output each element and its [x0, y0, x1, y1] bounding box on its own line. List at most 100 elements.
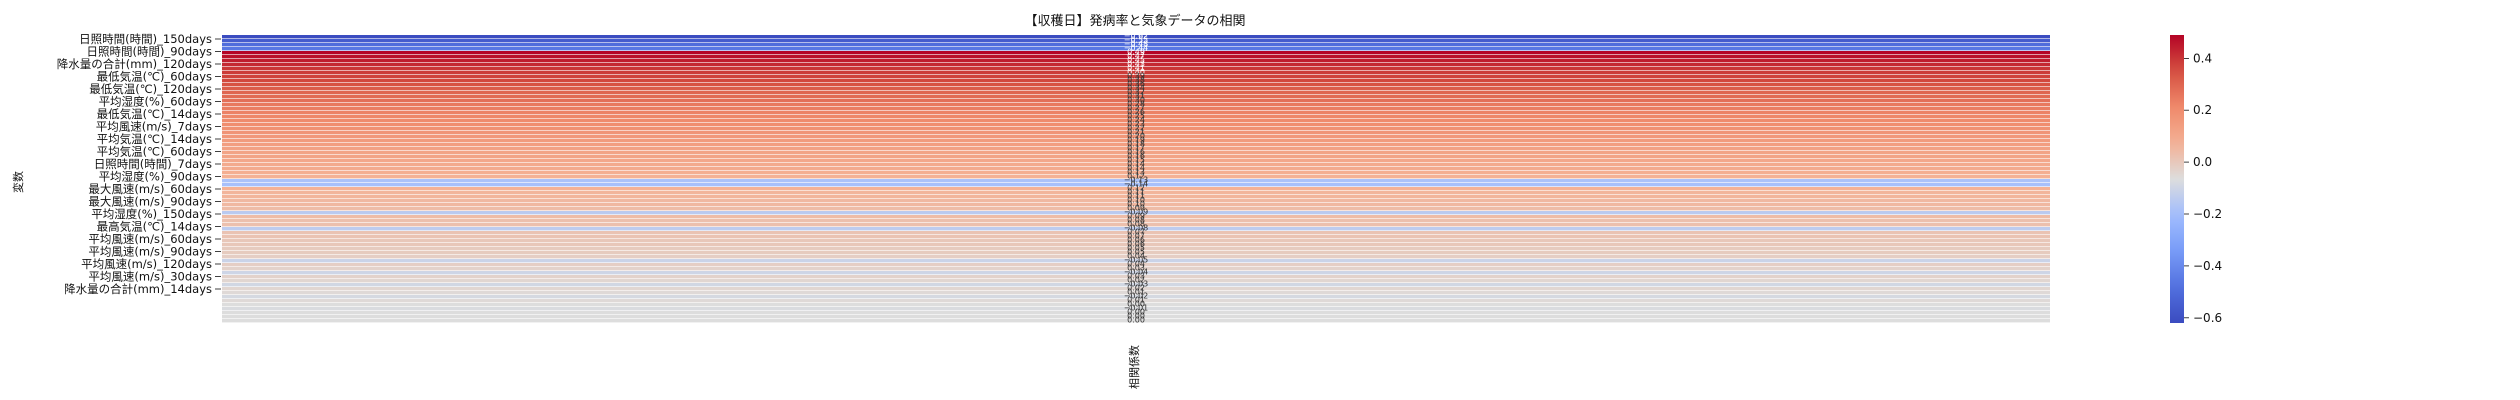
- y-tick-label: 平均湿度(%)_150days: [91, 207, 212, 221]
- heatmap-cell: [222, 47, 2050, 51]
- heatmap-cell: [222, 227, 2050, 231]
- y-tick-label: 降水量の合計(mm)_120days: [57, 57, 212, 71]
- cell-annotation: 0.24: [1127, 115, 1145, 124]
- y-tick-label: 日照時間(時間)_150days: [79, 32, 212, 46]
- cell-annotation: 0.12: [1127, 183, 1145, 192]
- cell-annotation: 0.22: [1127, 123, 1145, 132]
- y-tick-label: 平均風速(m/s)_60days: [88, 232, 212, 246]
- cell-annotation: 0.02: [1127, 283, 1145, 292]
- heatmap-cell: [222, 215, 2050, 219]
- heatmap-cell: [222, 87, 2050, 91]
- heatmap-cell: [222, 295, 2050, 299]
- cell-annotation: 0.06: [1127, 239, 1145, 248]
- cell-annotation: 0.16: [1127, 151, 1145, 160]
- heatmap-cell: [222, 147, 2050, 151]
- cell-annotation: 0.47: [1127, 51, 1145, 60]
- cell-annotation: 0.40: [1127, 67, 1145, 76]
- heatmap-cell: [222, 299, 2050, 303]
- heatmap-cell: [222, 111, 2050, 115]
- y-tick-label: 最大風速(m/s)_90days: [88, 195, 212, 209]
- heatmap-cell: [222, 275, 2050, 279]
- y-tick-label: 平均風速(m/s)_120days: [81, 257, 212, 271]
- heatmap-cell: [222, 159, 2050, 163]
- heatmap-cell: [222, 255, 2050, 259]
- heatmap-cell: [222, 51, 2050, 55]
- y-tick-label: 最低気温(℃)_120days: [89, 82, 212, 96]
- heatmap-cell: [222, 243, 2050, 247]
- y-tick-label: 降水量の合計(mm)_14days: [64, 282, 212, 296]
- cell-annotation: 0.28: [1127, 99, 1145, 108]
- cell-annotation: 0.14: [1127, 159, 1145, 168]
- heatmap-cell: [222, 55, 2050, 59]
- heatmap-cell: [222, 135, 2050, 139]
- heatmap-cell: [222, 267, 2050, 271]
- y-tick-label: 平均湿度(%)_90days: [99, 170, 212, 184]
- cell-annotation: 0.14: [1127, 163, 1145, 172]
- heatmap-cell: [222, 123, 2050, 127]
- cell-annotation: −0.01: [1124, 303, 1149, 312]
- cell-annotation: 0.36: [1127, 79, 1145, 88]
- colorbar-tick-label: −0.4: [2193, 259, 2222, 273]
- cell-annotation: 0.26: [1127, 107, 1145, 116]
- heatmap-cell: [222, 107, 2050, 111]
- heatmap-cell: [222, 279, 2050, 283]
- heatmap-cell: [222, 187, 2050, 191]
- heatmap-cell: [222, 263, 2050, 267]
- heatmap-cell: [222, 103, 2050, 107]
- cell-annotation: 0.05: [1127, 247, 1145, 256]
- cell-annotation: 0.19: [1127, 135, 1145, 144]
- cell-annotation: −0.48: [1124, 39, 1149, 48]
- heatmap-cell: [222, 163, 2050, 167]
- heatmap-cell: [222, 59, 2050, 63]
- cell-annotation: 0.09: [1127, 211, 1145, 220]
- colorbar-tick-label: 0.2: [2193, 103, 2212, 117]
- colorbar-tick-label: −0.6: [2193, 311, 2222, 325]
- heatmap-cell: [222, 211, 2050, 215]
- colorbar-bar: [2170, 35, 2184, 323]
- heatmap-cell: [222, 311, 2050, 315]
- cell-annotation: 0.18: [1127, 139, 1145, 148]
- cell-annotation: 0.07: [1127, 227, 1145, 236]
- cell-annotation: 0.34: [1127, 83, 1145, 92]
- heatmap-cell: [222, 95, 2050, 99]
- colorbar: 0.4 0.2 0.0 −0.2 −0.4 −0.6: [2170, 35, 2222, 325]
- heatmap-cell: [222, 287, 2050, 291]
- cell-annotation: −0.08: [1124, 223, 1149, 232]
- y-tick-label: 平均風速(m/s)_7days: [96, 120, 212, 134]
- heatmap-cell: [222, 115, 2050, 119]
- heatmap-cell: [222, 83, 2050, 87]
- heatmap-cell: [222, 199, 2050, 203]
- heatmap-cell: [222, 247, 2050, 251]
- y-tick-label: 平均湿度(%)_60days: [99, 95, 212, 109]
- cell-annotation: 0.45: [1127, 55, 1145, 64]
- heatmap-cell: [222, 171, 2050, 175]
- heatmap-cell: [222, 127, 2050, 131]
- heatmap-cell: [222, 39, 2050, 43]
- cell-annotation: 0.10: [1127, 199, 1145, 208]
- cell-annotation: 0.11: [1127, 187, 1145, 196]
- heatmap-cell: [222, 191, 2050, 195]
- heatmap-cell: [222, 271, 2050, 275]
- heatmap-cell: [222, 99, 2050, 103]
- cell-annotation: −0.14: [1124, 179, 1149, 188]
- heatmap-cell: [222, 79, 2050, 83]
- cell-annotations: −0.62−0.55−0.48−0.440.490.470.450.430.41…: [1124, 31, 1149, 324]
- heatmap-cell: [222, 259, 2050, 263]
- cell-annotation: 0.39: [1127, 71, 1145, 80]
- cell-annotation: 0.27: [1127, 103, 1145, 112]
- heatmap-cell: [222, 179, 2050, 183]
- cell-annotation: 0.38: [1127, 75, 1145, 84]
- heatmap-cell: [222, 43, 2050, 47]
- heatmap-cell: [222, 303, 2050, 307]
- y-tick-label: 最低気温(℃)_14days: [97, 107, 212, 121]
- heatmap-cell: [222, 223, 2050, 227]
- cell-annotation: −0.13: [1124, 175, 1149, 184]
- heatmap-cell: [222, 183, 2050, 187]
- cell-annotation: 0.11: [1127, 191, 1145, 200]
- heatmap-cell: [222, 195, 2050, 199]
- cell-annotation: 0.25: [1127, 111, 1145, 120]
- y-tick-labels: 日照時間(時間)_150days日照時間(時間)_90days降水量の合計(mm…: [57, 32, 221, 296]
- cell-annotation: 0.07: [1127, 231, 1145, 240]
- cell-annotation: 0.41: [1127, 63, 1145, 72]
- cell-annotation: −0.55: [1124, 35, 1149, 44]
